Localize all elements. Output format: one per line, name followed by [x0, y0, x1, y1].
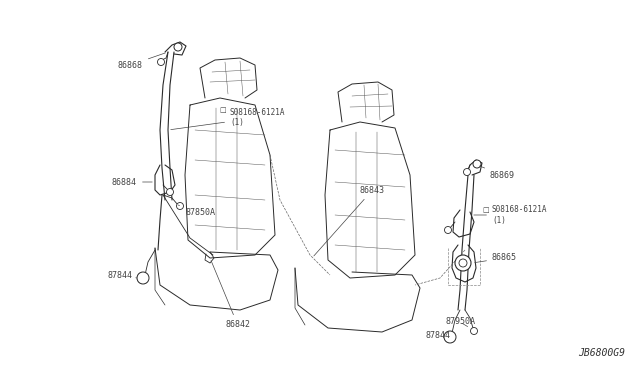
- Circle shape: [157, 58, 164, 65]
- Text: □: □: [483, 207, 489, 213]
- Text: S08168-6121A
(1): S08168-6121A (1): [171, 108, 285, 129]
- Text: 87844: 87844: [108, 270, 137, 279]
- Text: 86869: 86869: [479, 166, 515, 180]
- Circle shape: [177, 202, 184, 209]
- Text: 87844: 87844: [426, 330, 451, 340]
- Circle shape: [137, 272, 149, 284]
- Text: 86865: 86865: [475, 253, 517, 263]
- Text: 87950A: 87950A: [445, 317, 475, 327]
- Text: 86868: 86868: [118, 53, 165, 70]
- Text: 86884: 86884: [112, 177, 152, 186]
- Circle shape: [174, 43, 182, 51]
- Circle shape: [459, 259, 467, 267]
- Circle shape: [444, 331, 456, 343]
- Circle shape: [473, 160, 481, 168]
- Circle shape: [470, 327, 477, 334]
- Text: JB6800G9: JB6800G9: [578, 348, 625, 358]
- Text: 87850A: 87850A: [178, 205, 215, 217]
- Circle shape: [166, 189, 173, 196]
- Circle shape: [463, 169, 470, 176]
- Circle shape: [445, 227, 451, 234]
- Text: 86843: 86843: [314, 186, 385, 256]
- Circle shape: [455, 255, 471, 271]
- Text: 86842: 86842: [211, 260, 250, 329]
- Text: □: □: [220, 107, 226, 113]
- Text: S08168-6121A
(1): S08168-6121A (1): [474, 205, 547, 225]
